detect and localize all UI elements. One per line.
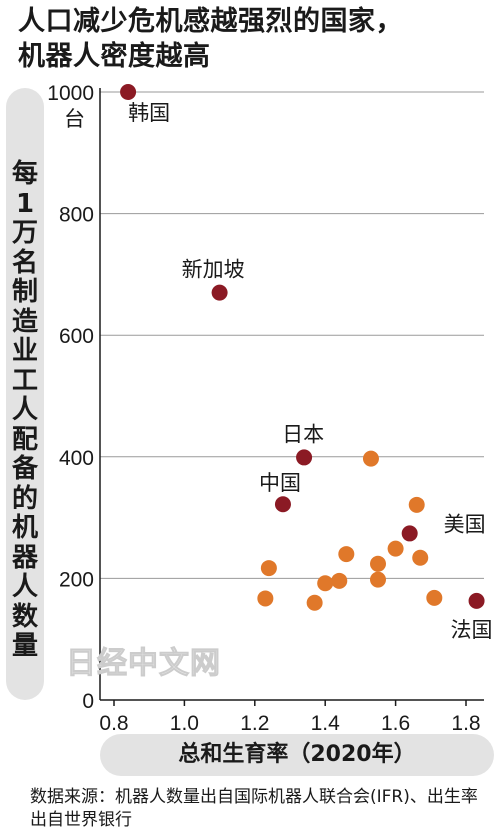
data-point — [387, 540, 404, 557]
y-tick-label: 200 — [59, 568, 94, 591]
data-point — [317, 575, 334, 592]
data-point — [306, 594, 323, 611]
point-label: 美国 — [444, 512, 486, 536]
y-tick-label: 600 — [59, 325, 94, 348]
point-label: 新加坡 — [182, 258, 245, 282]
y-tick-label: 800 — [59, 204, 94, 227]
point-label: 中国 — [259, 471, 301, 495]
x-tick-label: 0.8 — [99, 712, 128, 730]
data-point — [338, 546, 355, 563]
y-axis-label: 每1万名制造业工人配备的机器人数量 — [11, 159, 38, 661]
source-note: 数据来源：机器人数量出自国际机器人联合会(IFR)、出生率出自世界银行 — [30, 787, 478, 830]
data-point-highlight — [401, 525, 418, 542]
scatter-chart: 0 200 400 600 800 1000 台 0.8 1.0 1.2 1.4 1.6 1.8 韩国新加… — [47, 82, 493, 730]
data-point — [408, 496, 425, 513]
watermark: 日经中文网 — [66, 646, 221, 682]
data-point — [260, 560, 277, 577]
title-line-1: 人口减少危机感越强烈的国家， — [18, 6, 403, 37]
data-point-highlight — [120, 84, 137, 100]
x-axis-label: 总和生育率（2020年） — [178, 742, 416, 767]
data-point — [412, 549, 429, 566]
y-tick-label: 1000 — [47, 82, 94, 105]
data-point — [362, 450, 379, 467]
x-tick-label: 1.8 — [451, 712, 480, 730]
data-point-highlight — [296, 449, 313, 466]
x-tick-label: 1.0 — [170, 712, 199, 730]
title-line-2: 机器人密度越高 — [18, 41, 211, 72]
y-unit-label: 台 — [64, 108, 85, 131]
chart-title: 人口减少危机感越强烈的国家， 机器人密度越高 — [18, 4, 403, 74]
data-point — [331, 572, 348, 589]
point-label: 法国 — [451, 618, 493, 642]
point-label: 韩国 — [128, 101, 170, 125]
y-axis-label-background — [6, 88, 44, 700]
point-label: 日本 — [282, 422, 324, 446]
data-point-highlight — [468, 592, 485, 609]
y-tick-label: 400 — [59, 447, 94, 470]
x-tick-label: 1.4 — [311, 712, 341, 730]
data-point — [370, 555, 386, 572]
y-tick-label: 0 — [82, 690, 94, 713]
data-point — [370, 571, 386, 588]
data-point — [426, 589, 443, 606]
x-axis-label-background — [100, 734, 494, 776]
data-point-highlight — [274, 496, 291, 513]
x-tick-label: 1.2 — [240, 712, 269, 730]
data-point-highlight — [211, 284, 228, 301]
data-point — [257, 590, 274, 607]
x-tick-label: 1.6 — [381, 712, 410, 730]
